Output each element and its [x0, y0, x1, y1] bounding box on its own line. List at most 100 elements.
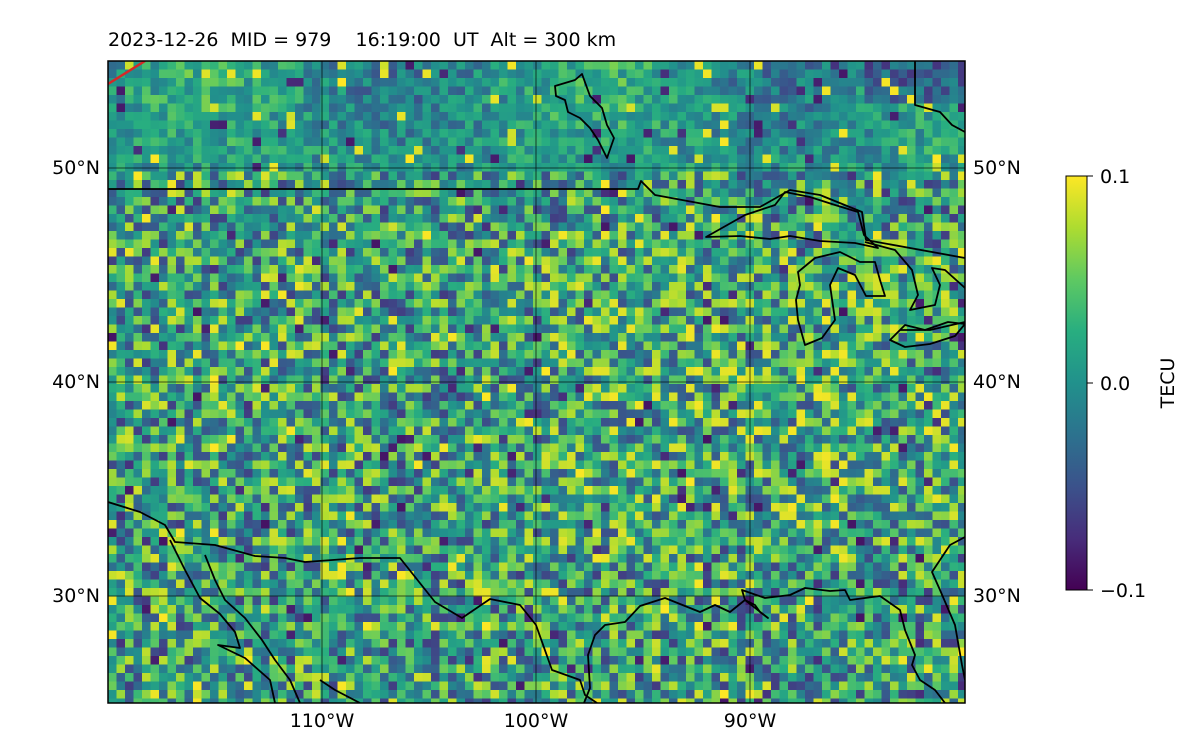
heatmap-cell — [329, 409, 339, 419]
heatmap-cell — [635, 265, 645, 275]
heatmap-cell — [116, 61, 126, 71]
heatmap-cell — [380, 375, 390, 385]
heatmap-cell — [116, 188, 126, 198]
heatmap-cell — [660, 137, 670, 147]
heatmap-cell — [108, 316, 118, 326]
heatmap-cell — [915, 171, 925, 181]
heatmap-cell — [737, 333, 747, 343]
heatmap-cell — [635, 95, 645, 105]
heatmap-cell — [448, 137, 458, 147]
heatmap-cell — [941, 214, 951, 224]
heatmap-cell — [652, 358, 662, 368]
heatmap-cell — [133, 350, 143, 360]
heatmap-cell — [261, 197, 271, 207]
heatmap-cell — [601, 120, 611, 130]
heatmap-cell — [363, 452, 373, 462]
heatmap-cell — [320, 452, 330, 462]
heatmap-cell — [669, 180, 679, 190]
heatmap-cell — [346, 452, 356, 462]
heatmap-cell — [286, 358, 296, 368]
heatmap-cell — [414, 163, 424, 173]
heatmap-cell — [252, 452, 262, 462]
heatmap-cell — [405, 95, 415, 105]
heatmap-cell — [958, 265, 965, 275]
heatmap-cell — [235, 375, 245, 385]
heatmap-cell — [635, 120, 645, 130]
heatmap-cell — [116, 248, 126, 258]
heatmap-cell — [329, 452, 339, 462]
heatmap-cell — [388, 341, 398, 351]
heatmap-cell — [694, 205, 704, 215]
heatmap-cell — [346, 392, 356, 402]
heatmap-cell — [873, 69, 883, 79]
heatmap-cell — [805, 248, 815, 258]
heatmap-cell — [465, 239, 475, 249]
heatmap-cell — [303, 154, 313, 164]
heatmap-cell — [847, 384, 857, 394]
heatmap-cell — [261, 409, 271, 419]
heatmap-cell — [252, 129, 262, 139]
heatmap-cell — [397, 324, 407, 334]
heatmap-cell — [303, 171, 313, 181]
heatmap-cell — [949, 171, 959, 181]
heatmap-cell — [567, 171, 577, 181]
heatmap-cell — [244, 69, 254, 79]
heatmap-cell — [167, 358, 177, 368]
heatmap-cell — [431, 426, 441, 436]
heatmap-cell — [439, 163, 449, 173]
heatmap-cell — [686, 188, 696, 198]
heatmap-cell — [694, 443, 704, 453]
heatmap-cell — [711, 69, 721, 79]
heatmap-cell — [150, 435, 160, 445]
heatmap-cell — [941, 460, 951, 470]
heatmap-cell — [507, 265, 517, 275]
heatmap-cell — [431, 435, 441, 445]
heatmap-cell — [516, 163, 526, 173]
heatmap-cell — [108, 112, 118, 122]
heatmap-cell — [363, 103, 373, 113]
heatmap-cell — [337, 239, 347, 249]
heatmap-cell — [252, 282, 262, 292]
heatmap-cell — [397, 137, 407, 147]
heatmap-cell — [218, 129, 228, 139]
heatmap-cell — [694, 78, 704, 88]
heatmap-cell — [431, 418, 441, 428]
heatmap-cell — [354, 239, 364, 249]
heatmap-cell — [167, 409, 177, 419]
heatmap-cell — [269, 460, 279, 470]
heatmap-cell — [915, 154, 925, 164]
heatmap-cell — [473, 324, 483, 334]
heatmap-cell — [456, 180, 466, 190]
heatmap-cell — [856, 78, 866, 88]
heatmap-cell — [635, 137, 645, 147]
heatmap-cell — [805, 171, 815, 181]
heatmap-cell — [592, 290, 602, 300]
heatmap-cell — [924, 469, 934, 479]
heatmap-cell — [575, 316, 585, 326]
heatmap-cell — [567, 460, 577, 470]
heatmap-cell — [448, 477, 458, 487]
heatmap-cell — [584, 265, 594, 275]
heatmap-cell — [431, 316, 441, 326]
heatmap-cell — [439, 129, 449, 139]
heatmap-cell — [524, 316, 534, 326]
heatmap-cell — [473, 435, 483, 445]
heatmap-cell — [558, 171, 568, 181]
heatmap-cell — [652, 163, 662, 173]
heatmap-cell — [864, 341, 874, 351]
heatmap-cell — [771, 197, 781, 207]
heatmap-cell — [507, 350, 517, 360]
heatmap-cell — [422, 375, 432, 385]
heatmap-cell — [779, 307, 789, 317]
heatmap-cell — [125, 460, 135, 470]
heatmap-cell — [159, 265, 169, 275]
heatmap-cell — [252, 384, 262, 394]
heatmap-cell — [652, 426, 662, 436]
heatmap-cell — [167, 443, 177, 453]
heatmap-cell — [303, 452, 313, 462]
heatmap-cell — [533, 163, 543, 173]
heatmap-cell — [873, 367, 883, 377]
heatmap-cell — [686, 171, 696, 181]
heatmap-cell — [405, 282, 415, 292]
heatmap-cell — [949, 95, 959, 105]
